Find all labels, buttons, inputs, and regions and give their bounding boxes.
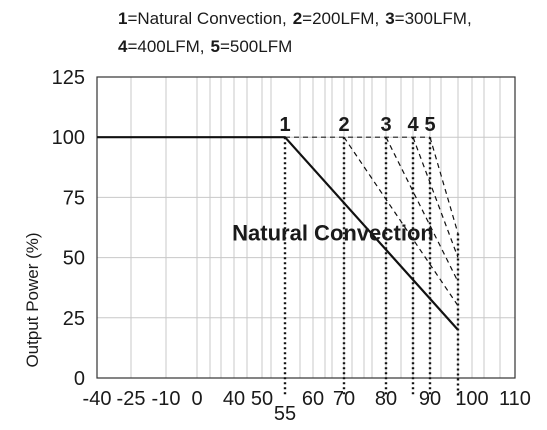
y-tick-label: 25 xyxy=(63,308,85,330)
legend-text: =200LFM, xyxy=(302,9,379,28)
y-tick-label: 75 xyxy=(63,187,85,209)
legend-number: 4 xyxy=(118,37,128,56)
x-tick-label: 50 xyxy=(251,388,273,410)
x-tick-label: 80 xyxy=(375,388,397,410)
legend-text: =Natural Convection, xyxy=(127,9,286,28)
x-tick-label: 70 xyxy=(333,388,355,410)
series-line-4 xyxy=(412,136,459,258)
x-tick-label: 90 xyxy=(419,388,441,410)
x-tick-label: 55 xyxy=(274,403,296,425)
series-marker-3: 3 xyxy=(380,114,391,136)
legend-text: =300LFM, xyxy=(395,9,472,28)
axes xyxy=(96,76,516,379)
x-tick-label: 110 xyxy=(499,388,531,410)
y-axis-label: Output Power (%) xyxy=(23,232,42,367)
y-tick-label: 100 xyxy=(52,127,85,149)
x-tick-label: 40 xyxy=(223,388,245,410)
legend-number: 2 xyxy=(293,9,302,28)
plot-frame xyxy=(96,76,516,379)
series-marker-4: 4 xyxy=(407,114,419,136)
x-tick-label: -40 xyxy=(83,388,112,410)
legend-line-2: 4=400LFM, 5=500LFM xyxy=(118,37,292,56)
y-tick-label: 50 xyxy=(63,248,85,270)
y-tick-label: 0 xyxy=(74,368,85,390)
y-tick-label: 125 xyxy=(52,67,85,89)
x-tick-label: 100 xyxy=(455,388,488,410)
legend-number: 1 xyxy=(118,9,127,28)
x-tick-label: 0 xyxy=(191,388,202,410)
legend-line-1: 1=Natural Convection, 2=200LFM, 3=300LFM, xyxy=(118,9,472,28)
series-marker-2: 2 xyxy=(338,114,349,136)
x-tick-label: 60 xyxy=(302,388,324,410)
series-marker-1: 1 xyxy=(279,114,290,136)
natural-convection-annotation: Natural Convection xyxy=(232,221,434,246)
x-tick-label: -25 xyxy=(117,388,146,410)
series-layer xyxy=(97,136,460,396)
series-line-3 xyxy=(385,136,459,282)
series-line-2 xyxy=(343,136,459,307)
series-line-1 xyxy=(97,136,459,331)
series-marker-5: 5 xyxy=(424,114,435,136)
x-tick-label: -10 xyxy=(152,388,181,410)
series-line-5 xyxy=(429,137,459,234)
legend-number: 3 xyxy=(385,9,394,28)
legend-text: =500LFM xyxy=(220,37,292,56)
legend-number: 5 xyxy=(210,37,219,56)
legend-text: =400LFM, xyxy=(127,37,204,56)
